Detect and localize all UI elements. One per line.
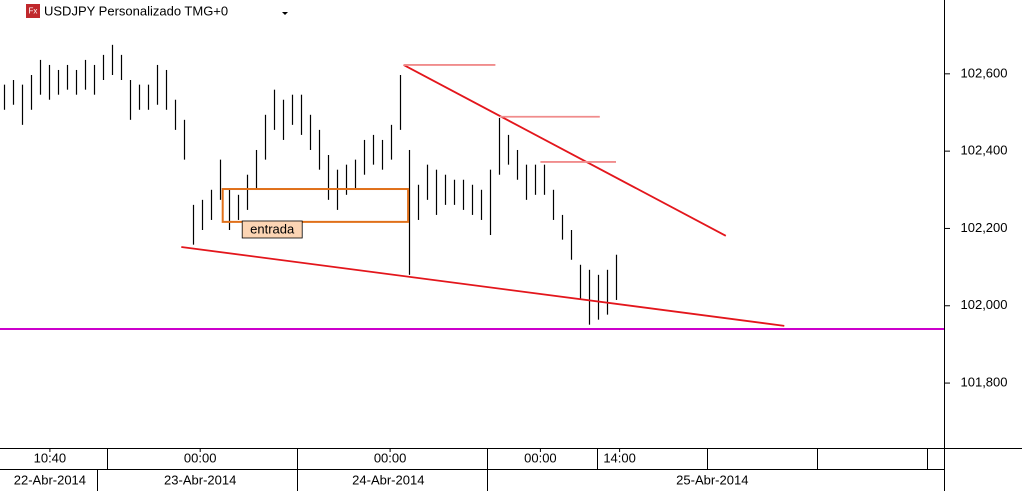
date-tick-label: 24-Abr-2014 — [352, 472, 424, 487]
date-tick-label: 23-Abr-2014 — [164, 472, 236, 487]
y-tick-label: 102,400 — [961, 143, 1008, 158]
x-tick-label: 00:00 — [374, 450, 407, 465]
zone-rect — [221, 188, 410, 223]
date-tick-label: 25-Abr-2014 — [676, 472, 748, 487]
date-tick-label: 22-Abr-2014 — [14, 472, 86, 487]
y-tick-label: 102,000 — [961, 297, 1008, 312]
symbol-icon — [26, 4, 40, 18]
y-tick-label: 102,600 — [961, 65, 1008, 80]
chart-title: USDJPY Personalizado TMG+0 — [44, 3, 228, 18]
y-tick-label: 102,200 — [961, 220, 1008, 235]
y-tick-label: 101,800 — [961, 374, 1008, 389]
axis-separators — [97, 449, 945, 491]
trend-line — [403, 64, 727, 237]
x-tick-label: 00:00 — [524, 450, 557, 465]
x-tick-label: 00:00 — [184, 450, 217, 465]
trend-line — [181, 246, 785, 327]
label-text: entrada — [250, 221, 295, 236]
dropdown-arrow[interactable] — [282, 12, 288, 15]
x-tick-label: 10:40 — [34, 450, 67, 465]
label-box — [241, 220, 303, 239]
x-tick-label: 14:00 — [603, 450, 636, 465]
symbol-icon-text: Fx — [29, 7, 38, 16]
